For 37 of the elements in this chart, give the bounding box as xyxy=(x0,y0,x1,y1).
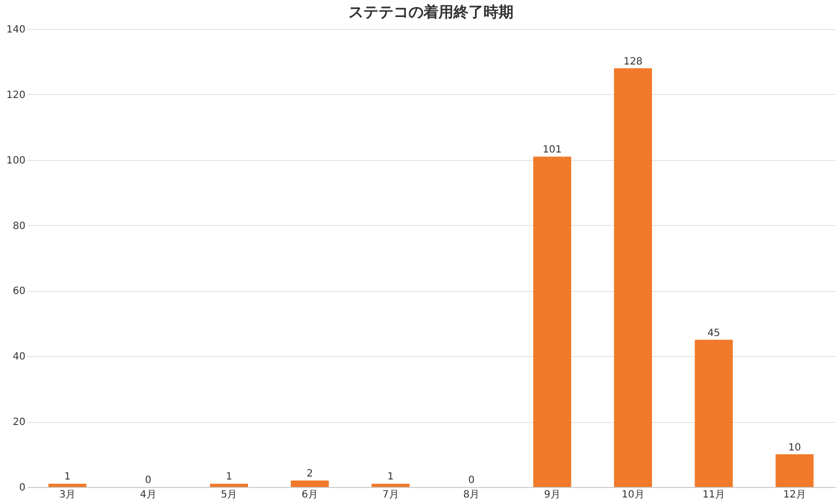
data-label: 128 xyxy=(623,56,643,68)
x-tick-label: 7月 xyxy=(382,490,399,500)
x-tick-label: 4月 xyxy=(140,490,156,500)
x-tick-label: 5月 xyxy=(220,490,238,500)
y-tick-label: 20 xyxy=(12,417,26,428)
y-tick-label: 80 xyxy=(12,220,26,232)
data-label: 2 xyxy=(306,468,313,480)
data-label: 1 xyxy=(387,472,394,483)
y-tick-label: 120 xyxy=(6,90,26,101)
bar xyxy=(533,156,572,487)
x-tick-label: 11月 xyxy=(702,490,726,500)
bar xyxy=(48,484,86,487)
data-label: 1 xyxy=(226,472,232,483)
bar xyxy=(210,484,248,487)
bar xyxy=(694,340,733,487)
data-label: 0 xyxy=(145,475,152,486)
bar xyxy=(372,484,410,487)
data-label: 1 xyxy=(64,472,71,483)
data-label: 0 xyxy=(468,475,475,486)
y-tick-label: 0 xyxy=(19,482,26,494)
data-label: 101 xyxy=(542,144,562,156)
bar xyxy=(614,68,652,487)
x-tick-label: 3月 xyxy=(59,490,76,500)
x-tick-label: 6月 xyxy=(302,490,318,500)
x-tick-label: 10月 xyxy=(622,490,644,500)
data-label: 45 xyxy=(707,328,720,339)
y-tick-label: 40 xyxy=(12,352,26,363)
bar xyxy=(776,454,814,487)
x-tick-label: 8月 xyxy=(463,490,480,500)
y-tick-label: 60 xyxy=(12,286,26,298)
x-tick-label: 12月 xyxy=(783,490,806,500)
x-tick-label: 9月 xyxy=(544,490,560,500)
data-label: 10 xyxy=(788,442,801,454)
y-tick-label: 140 xyxy=(6,24,26,36)
bar xyxy=(290,480,329,487)
y-tick-label: 100 xyxy=(6,155,26,166)
chart-title: ステテコの着用終了時期 xyxy=(348,3,514,21)
